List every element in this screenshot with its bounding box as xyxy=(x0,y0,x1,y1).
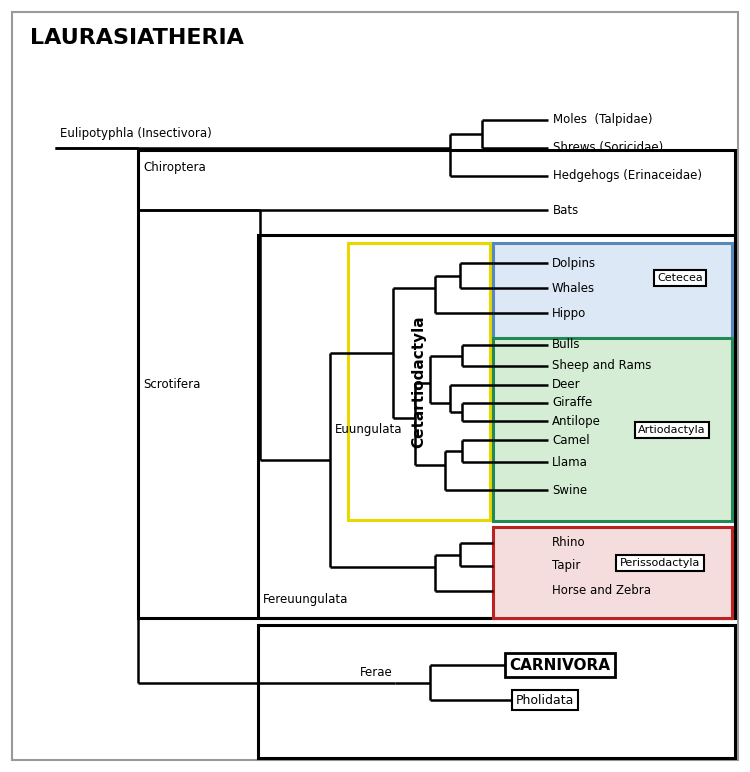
Text: Sheep and Rams: Sheep and Rams xyxy=(552,360,651,373)
Text: Whales: Whales xyxy=(552,282,596,294)
Bar xyxy=(258,235,735,618)
Bar xyxy=(493,243,732,338)
Text: Hedgehogs (Erinaceidae): Hedgehogs (Erinaceidae) xyxy=(553,170,702,182)
Text: Chiroptera: Chiroptera xyxy=(143,161,206,174)
Text: Moles  (Talpidae): Moles (Talpidae) xyxy=(553,113,652,127)
Bar xyxy=(348,243,490,520)
Text: CARNIVORA: CARNIVORA xyxy=(509,658,610,672)
Text: Antilope: Antilope xyxy=(552,415,601,428)
Text: Ferae: Ferae xyxy=(360,665,393,679)
Text: Deer: Deer xyxy=(552,378,580,391)
Text: Camel: Camel xyxy=(552,434,590,446)
Text: Horse and Zebra: Horse and Zebra xyxy=(552,584,651,598)
Text: Cetartiodactyla: Cetartiodactyla xyxy=(412,315,427,448)
Text: Giraffe: Giraffe xyxy=(552,397,592,409)
Text: Euungulata: Euungulata xyxy=(335,423,403,436)
Bar xyxy=(258,625,735,758)
Text: Tapir: Tapir xyxy=(552,560,580,573)
Text: Llama: Llama xyxy=(552,455,588,469)
Text: Dolpins: Dolpins xyxy=(552,256,596,269)
Text: Hippo: Hippo xyxy=(552,306,586,320)
Text: Swine: Swine xyxy=(552,483,587,496)
Text: Artiodactyla: Artiodactyla xyxy=(638,425,706,435)
Text: Shrews (Soricidae): Shrews (Soricidae) xyxy=(553,141,663,154)
Text: Pholidata: Pholidata xyxy=(516,693,574,706)
Text: Bats: Bats xyxy=(553,204,579,216)
Text: Bulls: Bulls xyxy=(552,338,580,351)
Text: LAURASIATHERIA: LAURASIATHERIA xyxy=(30,28,244,48)
Bar xyxy=(493,338,732,521)
Text: Eulipotyphla (Insectivora): Eulipotyphla (Insectivora) xyxy=(60,127,211,141)
Bar xyxy=(493,527,732,618)
Text: Cetecea: Cetecea xyxy=(657,273,703,283)
Text: Rhino: Rhino xyxy=(552,537,586,550)
Text: Perissodactyla: Perissodactyla xyxy=(620,558,701,568)
Text: Scrotifera: Scrotifera xyxy=(143,378,200,391)
Text: Fereuungulata: Fereuungulata xyxy=(263,594,348,607)
Bar xyxy=(138,150,735,618)
